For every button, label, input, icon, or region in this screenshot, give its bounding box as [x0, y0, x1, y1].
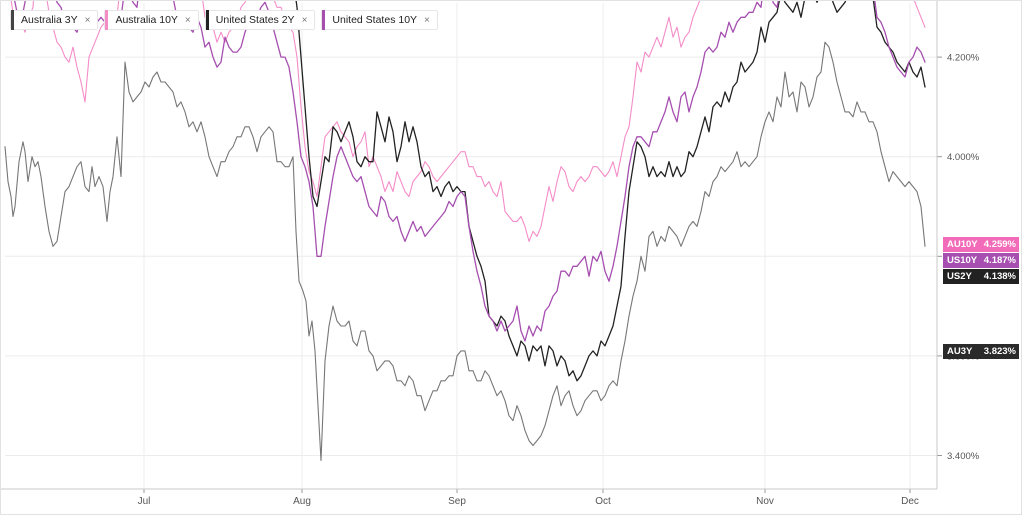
legend-label-au3y: Australia 3Y: [21, 14, 78, 26]
price-tag-us10y: US10Y 4.187%: [943, 253, 1019, 268]
price-tag-value: 4.259%: [983, 239, 1016, 250]
series-lines: [4, 1, 926, 462]
close-icon[interactable]: ×: [424, 14, 430, 26]
legend-chip-au10y[interactable]: Australia 10Y ×: [104, 10, 199, 30]
price-tag-name: AU10Y: [947, 239, 978, 250]
axes: 3.400%3.600%3.800%4.000%4.200%4.400%4.60…: [1, 1, 980, 507]
price-tag-name: AU3Y: [947, 346, 973, 357]
price-tag-au10y: AU10Y 4.259%: [943, 237, 1019, 252]
x-tick-label: Nov: [756, 496, 774, 507]
price-tag-value: 4.187%: [983, 255, 1016, 266]
legend-chip-us10y[interactable]: United States 10Y ×: [321, 10, 438, 30]
x-tick-label: Aug: [293, 496, 311, 507]
y-tick-label: 3.400%: [947, 451, 980, 462]
x-tick-label: Oct: [595, 496, 611, 507]
price-tag-value: 3.823%: [983, 346, 1016, 357]
y-tick-label: 4.000%: [947, 152, 980, 163]
legend-swatch-au3y: [11, 10, 14, 30]
legend: Australia 3Y × Australia 10Y × United St…: [10, 10, 438, 30]
legend-swatch-us10y: [322, 10, 326, 30]
grid: [5, 3, 937, 489]
legend-chip-au3y[interactable]: Australia 3Y ×: [10, 10, 99, 30]
x-tick-label: Dec: [901, 496, 919, 507]
price-tag-name: US10Y: [947, 255, 978, 266]
price-tag-value: 4.138%: [983, 271, 1016, 282]
legend-swatch-us2y: [205, 10, 209, 30]
x-tick-label: Jul: [138, 496, 151, 507]
legend-chip-us2y[interactable]: United States 2Y ×: [204, 10, 316, 30]
legend-swatch-au10y: [105, 10, 109, 30]
legend-label-us10y: United States 10Y: [332, 14, 418, 26]
close-icon[interactable]: ×: [84, 14, 91, 26]
legend-label-au10y: Australia 10Y: [115, 14, 178, 26]
series-line-au10y[interactable]: [5, 1, 926, 242]
close-icon[interactable]: ×: [301, 14, 308, 26]
price-tag-au3y: AU3Y 3.823%: [943, 344, 1019, 359]
series-line-au3y[interactable]: [4, 41, 926, 462]
price-tag-us2y: US2Y 4.138%: [943, 269, 1019, 284]
x-tick-label: Sep: [448, 496, 466, 507]
close-icon[interactable]: ×: [184, 14, 191, 26]
y-tick-label: 4.200%: [947, 53, 980, 64]
price-tag-name: US2Y: [947, 271, 972, 282]
legend-label-us2y: United States 2Y: [215, 14, 295, 26]
series-line-us10y[interactable]: [5, 1, 926, 342]
series-line-us2y[interactable]: [5, 1, 926, 382]
